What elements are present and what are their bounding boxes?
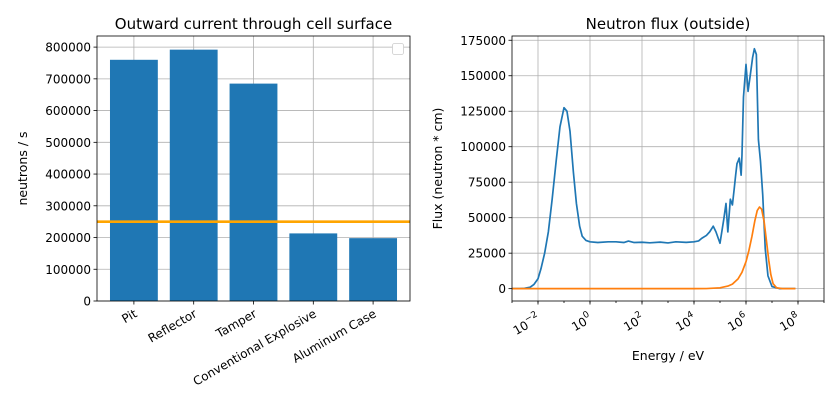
right-x-ticks: 10−2 100 102 104 106 108 [510,301,825,338]
right-series-lines [512,47,796,290]
bar-tamper [229,83,278,301]
left-y-tick-label: 200000 [45,231,91,245]
left-y-tick-label: 0 [83,295,91,309]
right-y-tick-label: 175000 [460,34,506,48]
right-y-axis-label: Flux (neutron * cm) [430,108,445,230]
right-y-tick-label: 50000 [468,211,506,225]
bar-conventional-explosive [289,233,338,301]
right-chart-panel: Neutron flux (outside) 0 25000 50000 75000 1… [430,15,825,363]
left-y-tick-label: 400000 [45,168,91,182]
left-y-tick-label: 500000 [45,136,91,150]
right-chart-title: Neutron flux (outside) [586,15,751,33]
left-y-axis-label: neutrons / s [15,131,30,205]
right-y-tick-label: 0 [498,282,506,296]
right-x-tick-label: 106 [724,310,750,334]
flux-series-line-1 [512,47,796,290]
right-y-tick-label: 150000 [460,69,506,83]
right-grid [512,36,824,301]
right-x-axis-label: Energy / eV [632,348,705,363]
left-x-tick-label: Reflector [146,306,200,345]
right-y-tick-label: 100000 [460,140,506,154]
right-y-tick-label: 25000 [468,247,506,261]
left-y-tick-label: 800000 [45,41,91,55]
bar-pit [109,59,158,301]
left-y-tick-label: 700000 [45,72,91,86]
left-y-ticks: 0 100000 200000 300000 400000 500000 600000 700… [45,41,97,309]
right-x-tick-label: 104 [672,310,698,334]
left-chart-panel: Outward current through cell surface 0 10… [15,15,411,389]
left-y-tick-label: 300000 [45,199,91,213]
left-y-tick-label: 100000 [45,263,91,277]
left-bars [109,49,398,302]
left-x-tick-label: Tamper [213,306,259,341]
right-y-tick-label: 75000 [468,176,506,190]
right-x-tick-label: 100 [568,310,594,334]
left-x-tick-label: Pit [119,306,139,326]
flux-series-line-2 [512,206,796,290]
bar-aluminum-case [349,238,398,301]
right-y-tick-label: 125000 [460,105,506,119]
bar-reflector [169,49,218,302]
right-x-tick-label: 108 [776,310,802,334]
left-y-tick-label: 600000 [45,104,91,118]
legend-box[interactable] [392,43,404,55]
right-y-ticks: 0 25000 50000 75000 100000 125000 150000 175000 [460,34,512,296]
left-chart-title: Outward current through cell surface [115,15,392,33]
right-x-tick-label: 10−2 [510,310,543,338]
right-x-tick-label: 102 [620,310,646,334]
